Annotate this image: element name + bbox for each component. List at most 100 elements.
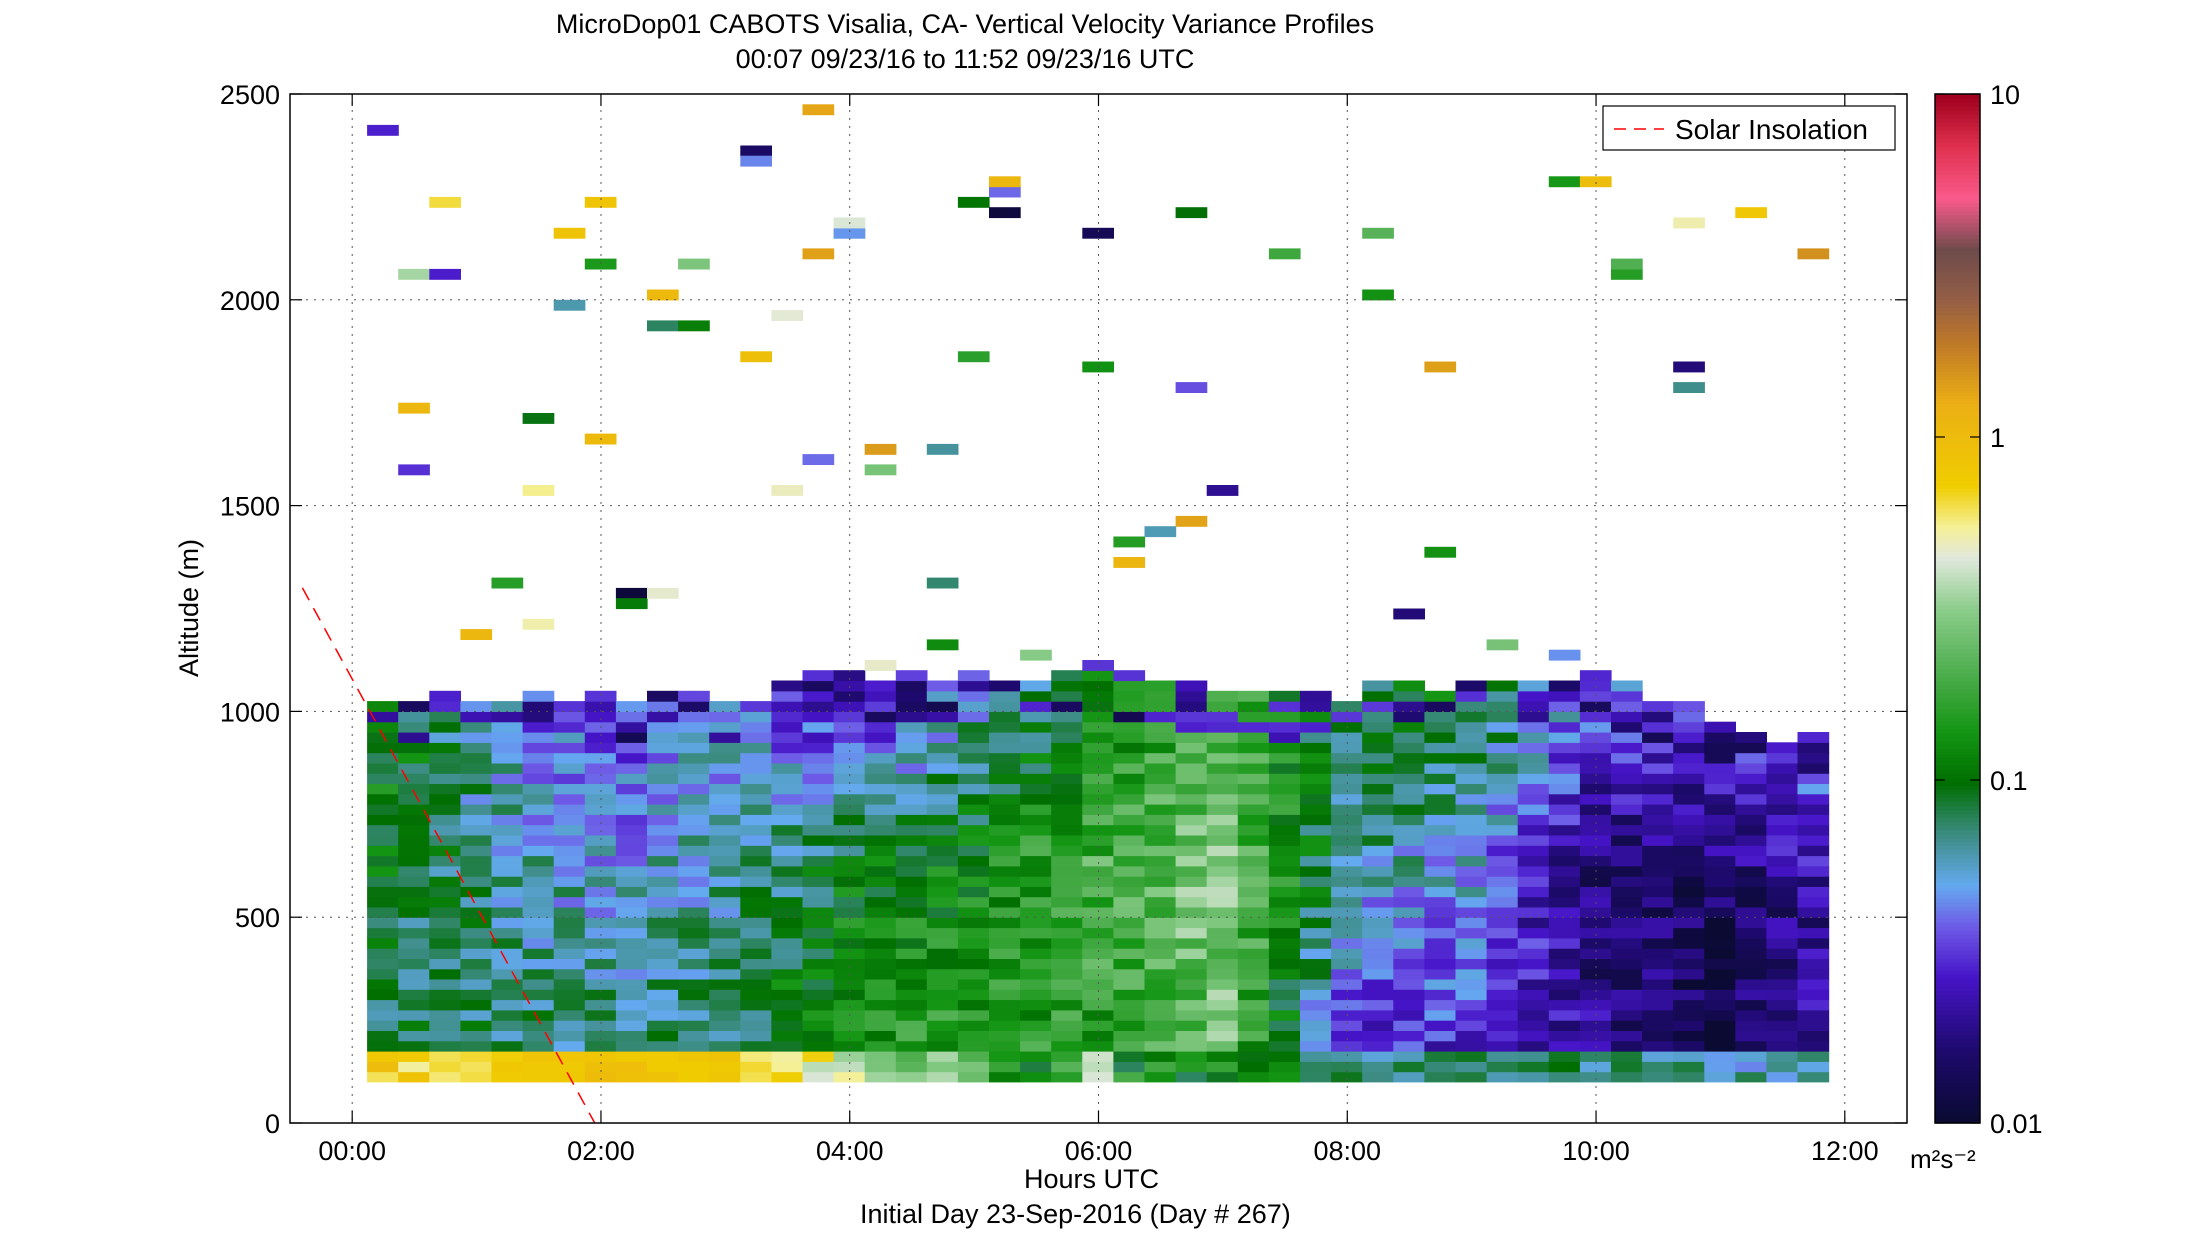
heatmap-cell [647, 773, 679, 784]
heatmap-cell [429, 1009, 461, 1021]
heatmap-cell [1673, 834, 1705, 846]
heatmap-cell [1144, 1061, 1177, 1073]
heatmap-cell [1300, 906, 1332, 918]
heatmap-cell [895, 937, 928, 949]
heatmap-cell [957, 721, 990, 733]
heatmap-cell [926, 711, 959, 723]
heatmap-cell [1051, 989, 1083, 1001]
colorbar-segment [1935, 94, 1980, 99]
heatmap-cell [1766, 834, 1799, 846]
heatmap-cell [491, 1009, 524, 1021]
heatmap-cell [1331, 732, 1363, 743]
heatmap-cell [553, 721, 586, 733]
heatmap-cell [398, 783, 430, 795]
colorbar-segment [1935, 1042, 1980, 1048]
heatmap-cell [802, 711, 835, 723]
heatmap-cell [1548, 865, 1581, 877]
heatmap-cell [1424, 876, 1457, 887]
heatmap-cell [1144, 855, 1177, 867]
heatmap-cell [1237, 783, 1270, 795]
heatmap-cell [1144, 732, 1177, 743]
colorbar-segment [1935, 170, 1980, 175]
heatmap-cell [895, 978, 928, 990]
heatmap-cell [1144, 814, 1177, 826]
heatmap-cell [1642, 742, 1674, 754]
heatmap-cell [740, 783, 772, 795]
heatmap-cell [1051, 958, 1083, 970]
heatmap-cell [460, 1071, 493, 1083]
heatmap-cell [709, 711, 741, 723]
heatmap-cell [1331, 1020, 1363, 1031]
heatmap-cell [1393, 968, 1425, 980]
heatmap-cell [1237, 804, 1270, 815]
heatmap-cell [615, 1040, 648, 1052]
heatmap-cell [1766, 1051, 1799, 1062]
heatmap-cell [1735, 845, 1767, 857]
heatmap-cell [1362, 968, 1394, 980]
colorbar-segment [1935, 717, 1980, 722]
heatmap-cell [1051, 721, 1083, 733]
heatmap-cell [1206, 917, 1239, 929]
heatmap-cell [1797, 773, 1830, 784]
heatmap-cell [1144, 917, 1177, 929]
heatmap-cell [1393, 958, 1425, 970]
heatmap-cell [1300, 804, 1332, 815]
heatmap-cell [1642, 865, 1674, 877]
heatmap-cell [989, 1051, 1021, 1062]
heatmap-cell [1051, 1020, 1083, 1031]
colorbar-segment [1935, 146, 1980, 151]
chart-footer: Initial Day 23-Sep-2016 (Day # 267) [860, 1199, 1291, 1229]
heatmap-cell [709, 752, 741, 764]
heatmap-cell [1362, 989, 1394, 1001]
heatmap-cell [522, 804, 555, 815]
heatmap-cell [1642, 948, 1674, 959]
heatmap-cell [1548, 680, 1581, 692]
colorbar-segment [1935, 918, 1980, 923]
heatmap-cell [1797, 968, 1830, 980]
heatmap-cell [1579, 855, 1612, 867]
heatmap-cell [1611, 896, 1643, 908]
heatmap-cell [678, 690, 710, 702]
heatmap-cell [989, 1071, 1021, 1083]
heatmap-cell [1611, 1061, 1643, 1073]
heatmap-cell [895, 906, 928, 918]
heatmap-cell [1642, 896, 1674, 908]
heatmap-cell [615, 927, 648, 939]
heatmap-cell [615, 948, 648, 959]
heatmap-cell [1455, 1030, 1488, 1042]
heatmap-cell [1642, 762, 1674, 774]
heatmap-cell [367, 1009, 399, 1021]
heatmap-cell [522, 711, 555, 723]
heatmap-cell [615, 968, 648, 980]
heatmap-cell [802, 1071, 835, 1083]
heatmap-cell [398, 721, 430, 733]
heatmap-cell [1579, 742, 1612, 754]
heatmap-cell [895, 865, 928, 877]
heatmap-cell [740, 701, 772, 712]
heatmap-cell [615, 814, 648, 826]
heatmap-cell [1300, 968, 1332, 980]
heatmap-cell [584, 989, 617, 1001]
heatmap-cell [367, 124, 399, 136]
heatmap-cell [1300, 834, 1332, 846]
heatmap-cell [491, 948, 524, 959]
colorbar-segment [1935, 696, 1980, 702]
heatmap-cell [1113, 948, 1146, 959]
heatmap-cell [802, 876, 835, 887]
heatmap-cell [1237, 886, 1270, 898]
colorbar-segment [1935, 1034, 1980, 1040]
heatmap-cell [1517, 917, 1550, 929]
heatmap-cell [491, 1020, 524, 1031]
heatmap-cell [1766, 968, 1799, 980]
heatmap-cell [740, 732, 772, 743]
heatmap-cell [1797, 1020, 1830, 1031]
heatmap-cell [1300, 742, 1332, 754]
heatmap-cell [1144, 886, 1177, 898]
heatmap-cell [1735, 1061, 1767, 1073]
heatmap-cell [1486, 958, 1519, 970]
heatmap-cell [615, 598, 648, 610]
heatmap-cell [802, 721, 835, 733]
heatmap-cell [926, 886, 959, 898]
heatmap-cell [895, 855, 928, 867]
heatmap-cell [1020, 896, 1052, 908]
